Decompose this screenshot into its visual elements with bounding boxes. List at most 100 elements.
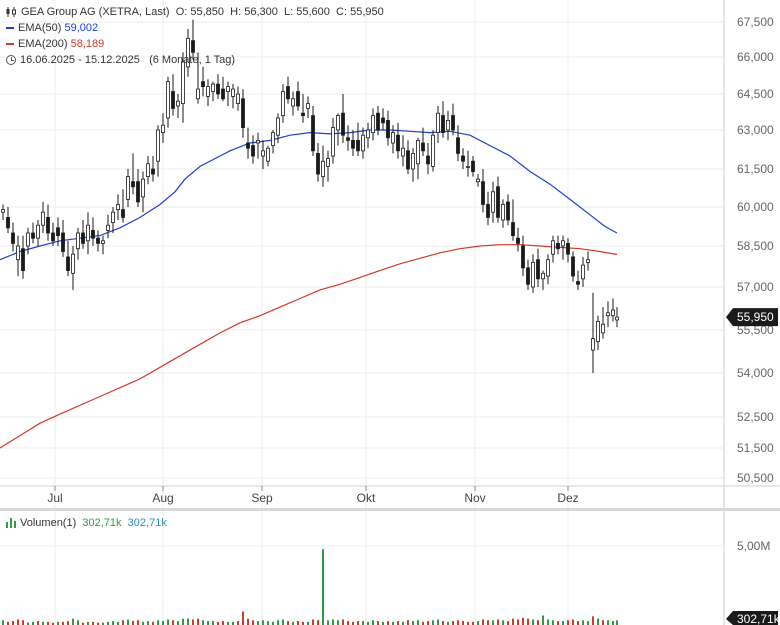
candle-up xyxy=(291,98,295,107)
x-tick-label: Sep xyxy=(251,491,273,505)
candle-up xyxy=(466,165,470,168)
volume-bar xyxy=(222,621,224,625)
volume-bar xyxy=(302,621,304,625)
volume-bar xyxy=(22,620,24,625)
volume-bar xyxy=(187,618,189,625)
candle-up xyxy=(401,147,405,157)
candle-up xyxy=(331,127,335,157)
volume-bar xyxy=(122,620,124,625)
y-tick-label: 58,500 xyxy=(737,239,774,253)
y-tick-label: 57,000 xyxy=(737,280,774,294)
candle-up xyxy=(561,240,565,247)
candle-up xyxy=(111,211,115,223)
ema50-line xyxy=(0,129,618,261)
candle-up xyxy=(321,160,325,177)
ema200-label: EMA(200) xyxy=(18,38,68,51)
volume-bar xyxy=(382,621,384,625)
volume-bar xyxy=(37,621,39,625)
volume-bar xyxy=(142,621,144,625)
y-tick-label: 63,000 xyxy=(737,123,774,137)
volume-bar xyxy=(247,618,249,625)
candle-up xyxy=(231,88,235,97)
volume-bar xyxy=(322,549,324,625)
volume-bar xyxy=(172,620,174,625)
candle-up xyxy=(491,191,495,213)
candle-up xyxy=(71,253,75,274)
volume-bar xyxy=(557,621,559,625)
volume-bar xyxy=(612,621,614,625)
candle-down xyxy=(131,181,135,188)
volume-bar xyxy=(92,621,94,625)
volume-tick-label: 5,00M xyxy=(737,539,770,553)
volume-bar xyxy=(522,617,524,625)
open-label: O: xyxy=(175,6,188,19)
y-axis-labels: 67,500 66,000 64,500 63,000 61,500 60,000 58,5… xyxy=(737,15,774,485)
candle-down xyxy=(396,134,400,152)
candle-down xyxy=(451,115,455,131)
ema50-label: EMA(50) xyxy=(18,22,62,35)
candle-down xyxy=(46,216,50,234)
candle-down xyxy=(136,181,140,203)
ema50-swatch xyxy=(6,27,14,30)
volume-bar xyxy=(292,621,294,625)
candle-down xyxy=(376,112,380,131)
ema50-line xyxy=(0,129,618,261)
volume-bar xyxy=(27,622,29,625)
volume-bar xyxy=(487,620,489,625)
volume-bar xyxy=(597,618,599,625)
volume-bar xyxy=(577,621,579,625)
volume-bar xyxy=(357,621,359,625)
candle-up xyxy=(476,178,480,183)
symbol-title: GEA Group AG (XETRA, Last) xyxy=(21,6,170,19)
volume-bar xyxy=(252,620,254,625)
candle-up xyxy=(306,103,310,109)
volume-bar xyxy=(157,620,159,625)
close-value: 55,950 xyxy=(350,6,384,19)
legend-ema50[interactable]: EMA(50) 59,002 xyxy=(6,21,98,35)
volume-bar xyxy=(462,621,464,625)
volume-bar xyxy=(342,619,344,625)
volume-bar xyxy=(317,620,319,625)
volume-bar xyxy=(77,620,79,625)
candle-up xyxy=(26,232,30,247)
ema50-value: 59,002 xyxy=(64,22,99,35)
candle-down xyxy=(556,242,560,250)
volume-bar xyxy=(7,621,9,625)
candle-up xyxy=(266,147,270,162)
volume-value-secondary: 302,71k xyxy=(127,517,167,530)
last-volume-badge xyxy=(726,611,778,625)
volume-bar xyxy=(447,621,449,625)
candle-up xyxy=(126,176,130,200)
volume-bar xyxy=(567,620,569,625)
candle-down xyxy=(481,181,485,205)
candle-down xyxy=(356,139,360,152)
y-tick-label: 61,500 xyxy=(737,162,774,176)
candle-down xyxy=(441,115,445,133)
volume-bar xyxy=(517,619,519,625)
legend-volume[interactable]: Volumen(1) 302,71k 302,71k xyxy=(6,516,167,530)
y-tick-label: 60,000 xyxy=(737,200,774,214)
volume-bar xyxy=(397,621,399,625)
ema200-line xyxy=(0,244,618,449)
volume-bar xyxy=(512,618,514,625)
volume-bar xyxy=(407,620,409,625)
volume-bar xyxy=(42,621,44,625)
volume-bar xyxy=(482,619,484,625)
volume-bar xyxy=(57,621,59,625)
candle-down xyxy=(66,256,70,271)
volume-bar xyxy=(337,620,339,625)
legend-ema200[interactable]: EMA(200) 58,189 xyxy=(6,37,104,51)
volume-bar xyxy=(12,621,14,625)
candle-down xyxy=(516,237,520,244)
panel-separator xyxy=(0,508,780,511)
candle-up xyxy=(106,224,110,231)
volume-bar xyxy=(497,619,499,625)
candle-up xyxy=(501,204,505,221)
volume-bar xyxy=(502,620,504,625)
volume-bar xyxy=(267,621,269,625)
candle-up xyxy=(606,312,610,317)
y-tick-label: 50,500 xyxy=(737,471,774,485)
y-tick-label: 67,500 xyxy=(737,15,774,29)
candle-up xyxy=(411,152,415,170)
